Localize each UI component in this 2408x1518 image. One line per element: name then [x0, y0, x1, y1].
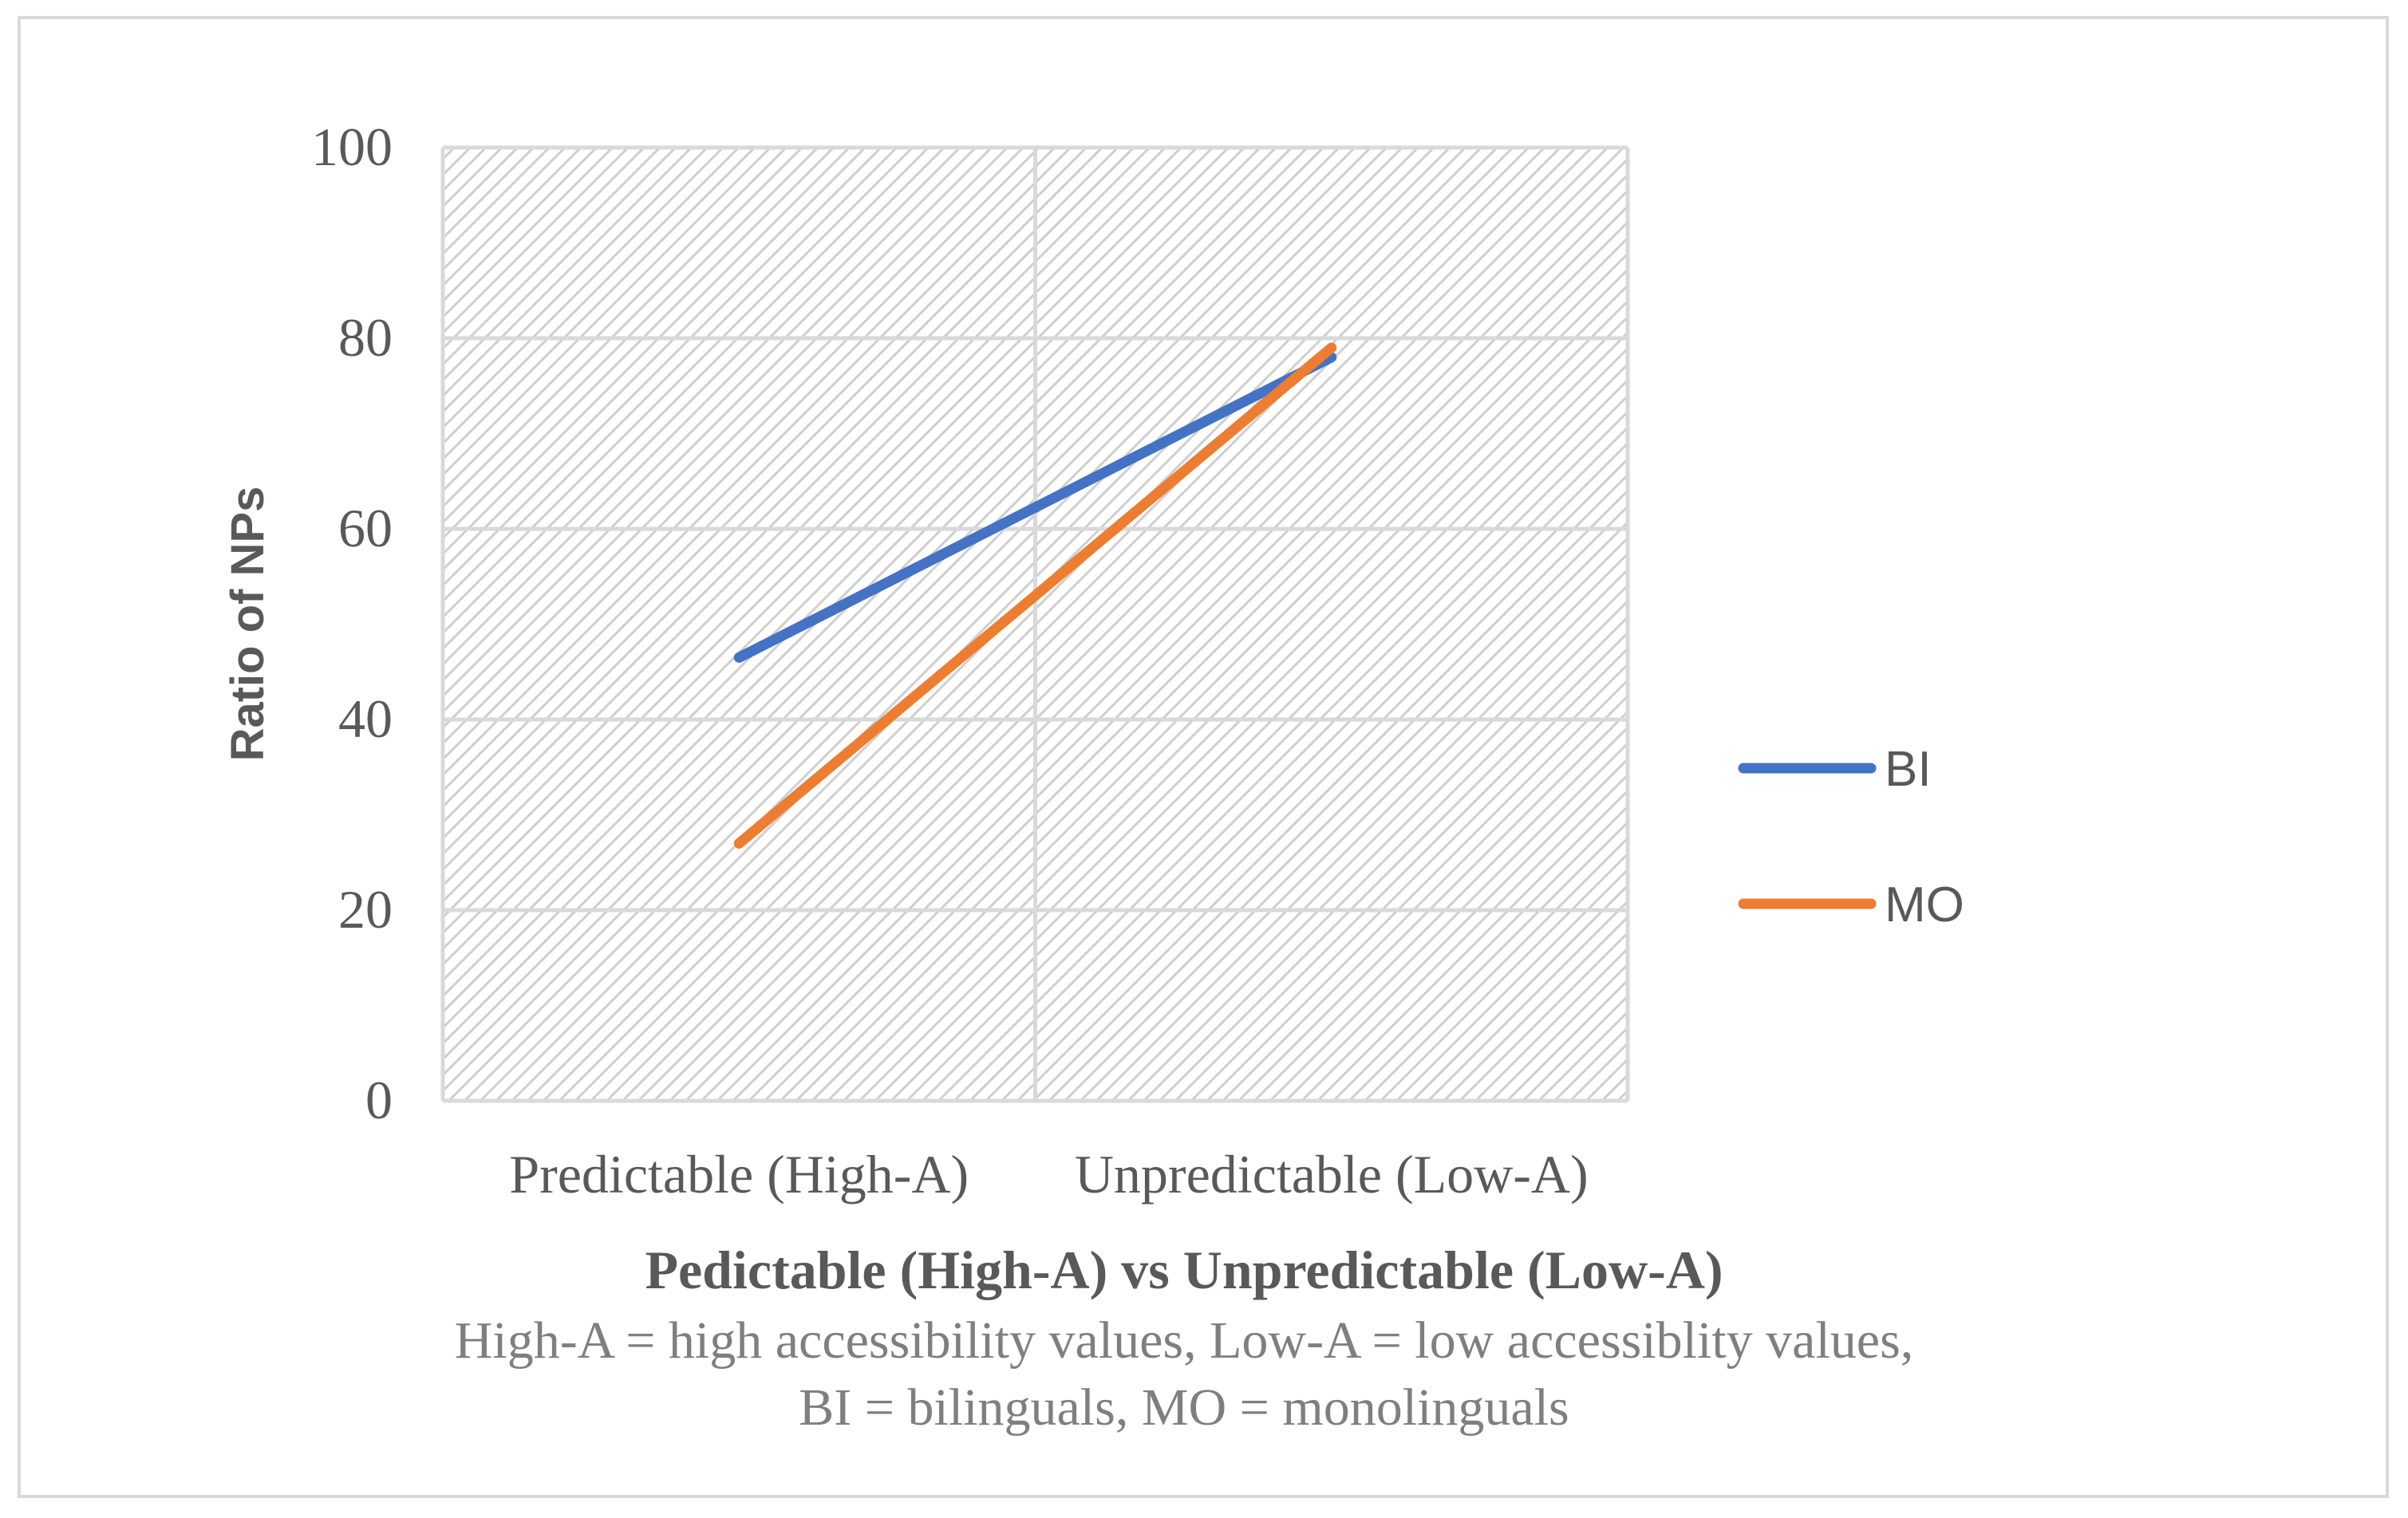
- y-tick-label-5: 100: [311, 116, 393, 177]
- series-line-mo: [733, 342, 1337, 849]
- series-lines: [733, 342, 1337, 849]
- series-line-bi: [733, 352, 1337, 663]
- y-tick-label-2: 40: [338, 688, 393, 749]
- x-tick-label-0: Predictable (High-A): [509, 1144, 969, 1205]
- legend: BI MO: [1738, 742, 1964, 932]
- caption-line-2: BI = bilinguals, MO = monolinguals: [799, 1378, 1569, 1437]
- x-axis-tick-labels: Predictable (High-A) Unpredictable (Low-A…: [509, 1144, 1588, 1205]
- legend-label-bi: BI: [1885, 742, 1932, 797]
- y-axis-tick-labels: 0 20 40 60 80 100: [311, 116, 393, 1130]
- y-tick-label-1: 20: [338, 879, 393, 940]
- y-tick-label-0: 0: [365, 1070, 393, 1130]
- x-axis-label: Pedictable (High-A) vs Unpredictable (Lo…: [645, 1240, 1723, 1300]
- y-tick-label-3: 60: [338, 498, 393, 558]
- legend-label-mo: MO: [1885, 877, 1964, 932]
- gridlines: [440, 145, 1630, 1103]
- y-tick-label-4: 80: [338, 307, 393, 368]
- x-tick-label-1: Unpredictable (Low-A): [1075, 1144, 1589, 1205]
- y-axis-label: Ratio of NPs: [222, 487, 274, 762]
- caption-line-1: High-A = high accessibility values, Low-…: [455, 1311, 1914, 1370]
